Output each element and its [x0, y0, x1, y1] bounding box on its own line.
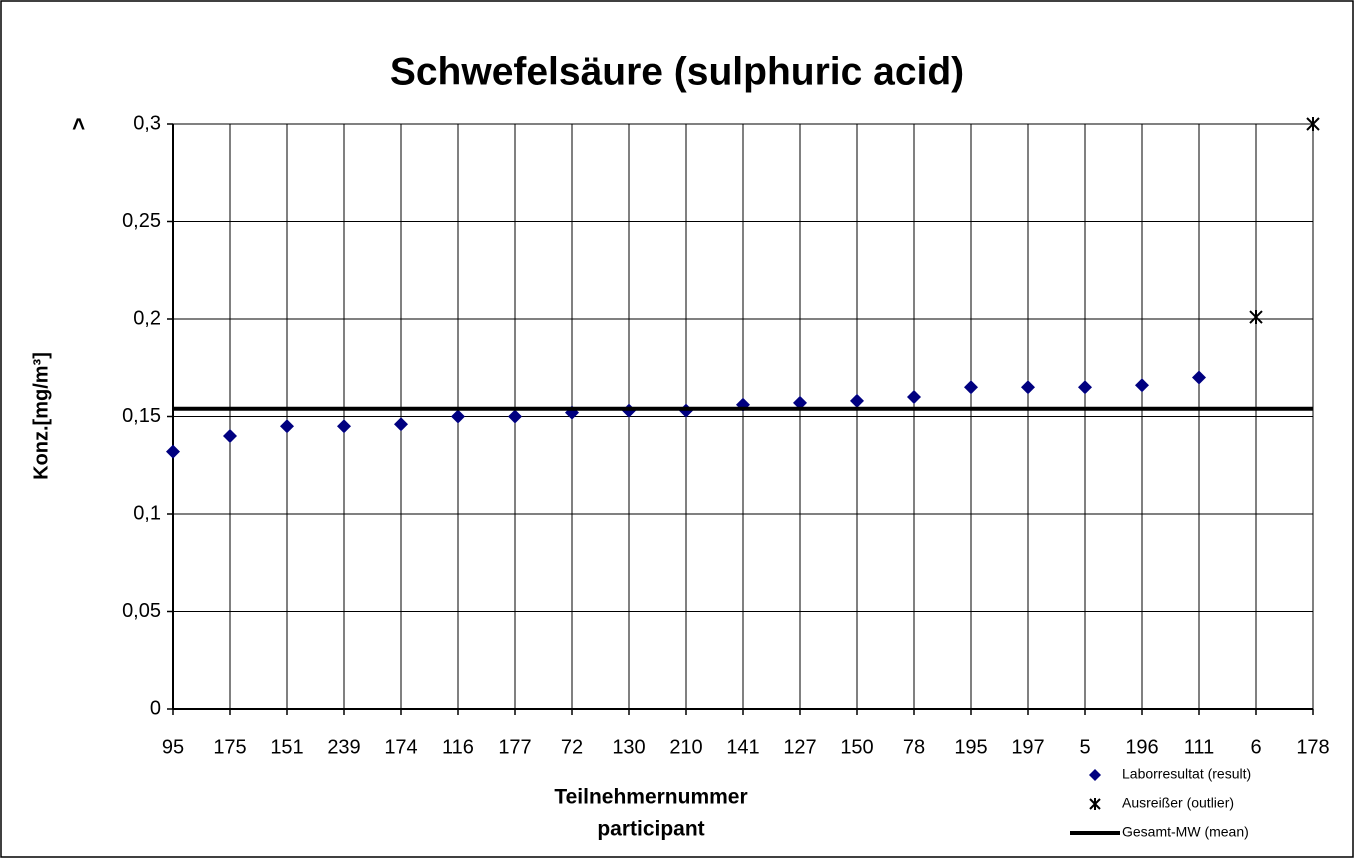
legend-label: Laborresultat (result) — [1122, 766, 1251, 782]
x-tick-label: 197 — [1011, 736, 1044, 758]
legend-label: Gesamt-MW (mean) — [1122, 824, 1249, 840]
legend-label: Ausreißer (outlier) — [1122, 795, 1234, 811]
y-top-label: > — [66, 118, 91, 131]
x-tick-label: 178 — [1296, 736, 1329, 758]
legend-swatch — [1089, 798, 1101, 810]
y-tick-label: 0,1 — [133, 502, 161, 524]
x-tick-label: 130 — [612, 736, 645, 758]
point — [223, 429, 237, 443]
point — [1192, 370, 1206, 385]
y-tick-label: 0,25 — [122, 210, 161, 232]
y-tick-label: 0,05 — [122, 600, 161, 622]
point — [964, 380, 978, 395]
point — [793, 395, 807, 410]
legend-swatch — [1089, 769, 1101, 781]
point — [508, 409, 522, 424]
y-tick-label: 0,2 — [133, 307, 161, 329]
outlier-point — [1249, 310, 1263, 325]
point — [1021, 380, 1035, 395]
x-tick-label: 195 — [954, 736, 987, 758]
x-tick-label: 72 — [561, 736, 583, 758]
point — [907, 390, 921, 404]
y-tick-label: 0 — [150, 697, 161, 719]
x-axis-title: Teilnehmernummer — [554, 786, 747, 809]
x-tick-label: 151 — [270, 736, 303, 758]
chart-title: Schwefelsäure (sulphuric acid) — [390, 50, 964, 93]
x-tick-label: 5 — [1079, 736, 1090, 758]
x-tick-label: 95 — [162, 736, 184, 758]
x-tick-label: 78 — [903, 736, 925, 758]
point — [1135, 378, 1149, 393]
point — [1078, 380, 1092, 395]
x-tick-label: 116 — [442, 736, 474, 758]
x-tick-label: 175 — [213, 736, 246, 758]
point — [280, 419, 294, 434]
x-tick-label: 111 — [1184, 736, 1214, 758]
x-tick-label: 177 — [498, 736, 531, 758]
x-tick-label: 6 — [1250, 736, 1261, 758]
x-tick-label: 174 — [384, 736, 417, 758]
y-tick-label: 0,15 — [122, 405, 161, 427]
x-axis-title: participant — [597, 818, 704, 841]
x-tick-label: 196 — [1125, 736, 1158, 758]
outlier-point — [1306, 117, 1320, 131]
y-tick-label: 0,3 — [133, 112, 161, 134]
point — [451, 409, 465, 424]
x-tick-label: 141 — [726, 736, 759, 758]
x-tick-label: 210 — [669, 736, 702, 758]
x-tick-label: 150 — [840, 736, 873, 758]
point — [166, 444, 180, 459]
y-axis-title: Konz.[mg/m³] — [30, 352, 52, 480]
x-tick-label: 239 — [327, 736, 360, 758]
point — [850, 393, 864, 408]
x-tick-label: 127 — [783, 736, 816, 758]
point — [394, 417, 408, 432]
point — [337, 419, 351, 434]
